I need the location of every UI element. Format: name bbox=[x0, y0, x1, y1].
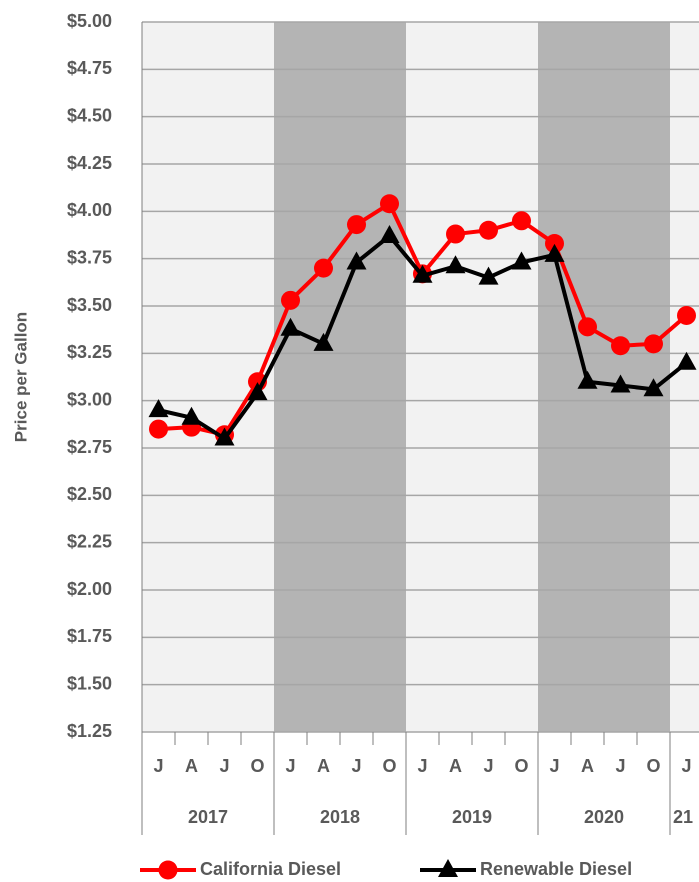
point bbox=[446, 224, 465, 244]
legend-label: California Diesel bbox=[200, 859, 341, 879]
y-tick-label: $3.00 bbox=[67, 389, 112, 409]
point bbox=[445, 255, 466, 274]
y-axis-label: Price per Gallon bbox=[11, 312, 30, 442]
x-tick-label: J bbox=[351, 756, 361, 776]
y-tick-label: $2.00 bbox=[67, 579, 112, 599]
point bbox=[479, 220, 498, 240]
y-tick-label: $5.00 bbox=[67, 11, 112, 31]
x-tick-label: A bbox=[449, 756, 462, 776]
x-group-label: 2019 bbox=[452, 807, 492, 827]
x-tick-label: O bbox=[646, 756, 660, 776]
legend-marker bbox=[438, 859, 458, 877]
point bbox=[511, 251, 532, 270]
y-tick-label: $3.75 bbox=[67, 247, 112, 267]
x-tick-label: J bbox=[219, 756, 229, 776]
x-tick-label: J bbox=[615, 756, 625, 776]
point bbox=[611, 336, 630, 356]
point bbox=[149, 419, 168, 439]
x-tick-label: J bbox=[153, 756, 163, 776]
x-tick-label: A bbox=[185, 756, 198, 776]
year-band bbox=[538, 22, 670, 732]
y-tick-label: $3.25 bbox=[67, 342, 112, 362]
year-band bbox=[670, 22, 699, 732]
x-group-label: 2017 bbox=[188, 807, 228, 827]
y-tick-label: $1.25 bbox=[67, 721, 112, 741]
legend-marker bbox=[158, 860, 178, 880]
x-tick-label: J bbox=[483, 756, 493, 776]
x-tick-label: A bbox=[581, 756, 594, 776]
y-tick-label: $2.75 bbox=[67, 437, 112, 457]
x-group-label: 2018 bbox=[320, 807, 360, 827]
point bbox=[644, 334, 663, 354]
point bbox=[643, 378, 664, 397]
y-tick-label: $4.75 bbox=[67, 58, 112, 78]
legend-label: Renewable Diesel bbox=[480, 859, 632, 879]
point bbox=[313, 332, 334, 351]
point bbox=[677, 305, 696, 325]
point bbox=[544, 243, 565, 262]
y-tick-label: $4.25 bbox=[67, 153, 112, 173]
point bbox=[412, 264, 433, 283]
year-band bbox=[406, 22, 538, 732]
y-tick-label: $1.50 bbox=[67, 673, 112, 693]
x-tick-label: O bbox=[382, 756, 396, 776]
x-group-label: 2020 bbox=[584, 807, 624, 827]
x-tick-label: O bbox=[514, 756, 528, 776]
x-tick-label: A bbox=[317, 756, 330, 776]
y-tick-label: $4.50 bbox=[67, 105, 112, 125]
point bbox=[676, 351, 697, 370]
point bbox=[610, 374, 631, 393]
x-tick-label: O bbox=[250, 756, 264, 776]
y-tick-label: $3.50 bbox=[67, 295, 112, 315]
x-tick-label: J bbox=[549, 756, 559, 776]
x-tick-label: J bbox=[681, 756, 691, 776]
point bbox=[545, 234, 564, 254]
point bbox=[181, 406, 202, 425]
x-tick-label: J bbox=[285, 756, 295, 776]
y-tick-label: $4.00 bbox=[67, 200, 112, 220]
point bbox=[148, 399, 169, 418]
y-tick-label: $2.25 bbox=[67, 531, 112, 551]
point bbox=[347, 215, 366, 235]
point bbox=[247, 382, 268, 401]
x-tick-label: J bbox=[417, 756, 427, 776]
point bbox=[346, 251, 367, 270]
point bbox=[577, 370, 598, 389]
point bbox=[578, 317, 597, 337]
point bbox=[314, 258, 333, 278]
point bbox=[379, 224, 400, 243]
point bbox=[478, 266, 499, 285]
year-band bbox=[274, 22, 406, 732]
point bbox=[281, 290, 300, 310]
y-tick-label: $1.75 bbox=[67, 626, 112, 646]
point bbox=[380, 194, 399, 214]
x-group-label: 21 bbox=[673, 807, 693, 827]
y-tick-label: $2.50 bbox=[67, 484, 112, 504]
point bbox=[280, 317, 301, 336]
point bbox=[214, 427, 235, 446]
point bbox=[512, 211, 531, 231]
